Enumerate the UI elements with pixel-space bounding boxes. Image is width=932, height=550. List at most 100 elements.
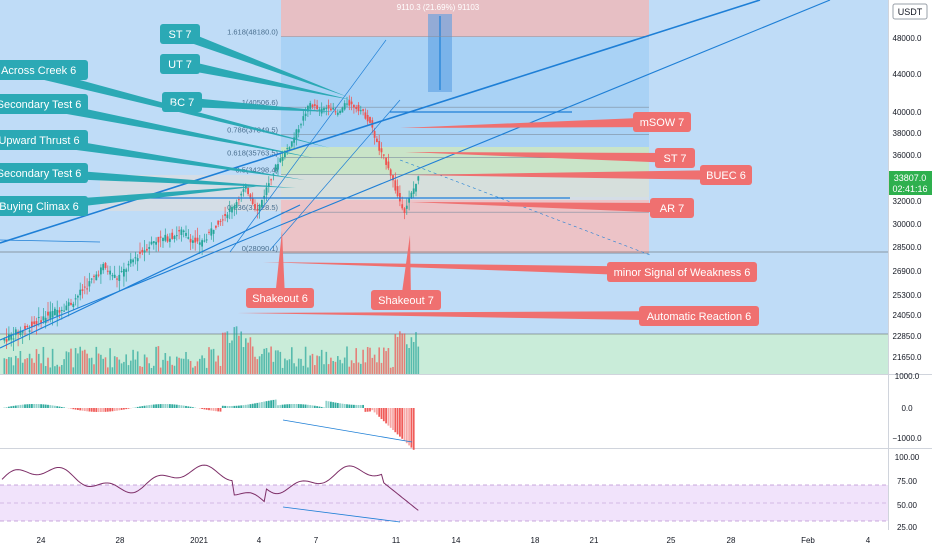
macd-bar	[198, 408, 201, 409]
macd-bar	[240, 405, 243, 408]
volume-bar	[341, 363, 344, 374]
volume-bar	[224, 332, 226, 374]
candle-body	[83, 286, 86, 288]
candle-body	[290, 141, 293, 147]
candle-body	[10, 334, 13, 340]
candle-body	[327, 105, 330, 109]
trendline[interactable]	[0, 204, 301, 349]
callout-upward-thrust-6[interactable]: Upward Thrust 6	[0, 130, 306, 180]
trendline[interactable]	[0, 0, 761, 244]
macd-bar	[369, 408, 371, 412]
rsi-axis[interactable]: 100.00 75.00 50.00 25.00	[895, 453, 920, 532]
callout-box[interactable]	[0, 94, 88, 114]
volume-bar	[79, 346, 81, 374]
callout-secondary-test-6a[interactable]: Secondary Test 6	[0, 94, 314, 158]
volume-bar	[70, 348, 72, 374]
callout-box[interactable]	[0, 130, 88, 150]
macd-bar	[256, 402, 259, 408]
callout-ar-7[interactable]: AR 7	[410, 198, 694, 218]
candle-body	[300, 124, 302, 126]
volume-bar	[146, 357, 148, 374]
volume-bar	[201, 355, 203, 374]
volume-bar	[88, 358, 91, 374]
callout-box[interactable]	[700, 165, 752, 185]
callout-jump-across-creek-6[interactable]: Jump Across Creek 6	[0, 60, 330, 148]
callout-box[interactable]	[639, 306, 759, 326]
callout-ut-7[interactable]: UT 7	[160, 54, 352, 100]
callout-buying-climax-6[interactable]: Buying Climax 6	[0, 185, 271, 216]
volume-bar	[61, 364, 63, 374]
macd-bar	[104, 408, 107, 412]
callout-box[interactable]	[160, 24, 200, 44]
callout-shakeout-7[interactable]: Shakeout 7	[371, 235, 441, 310]
volume-bar	[307, 367, 309, 374]
fib-level-label: 1(40506.6)	[242, 98, 279, 107]
callout-box[interactable]	[607, 262, 757, 282]
callout-box[interactable]	[246, 288, 314, 308]
volume-bar	[100, 354, 102, 374]
price-axis[interactable]: 48000.044000.040000.038000.036000.034000…	[893, 34, 922, 362]
callout-box[interactable]	[0, 196, 88, 216]
macd-axis[interactable]: 1000.0 0.0 −1000.0	[892, 372, 922, 443]
callout-st-7[interactable]: ST 7	[160, 24, 348, 98]
volume-bar	[300, 358, 302, 374]
callout-box[interactable]	[160, 54, 200, 74]
candle-body	[136, 258, 139, 262]
callout-box[interactable]	[0, 60, 88, 80]
volume-bar	[77, 353, 79, 374]
candle-body	[348, 100, 351, 106]
volume-bar	[187, 359, 190, 374]
candle-body	[5, 339, 8, 342]
macd-bar	[123, 408, 125, 410]
callout-box[interactable]	[371, 290, 441, 310]
macd-bar	[392, 408, 394, 430]
macd-bar	[77, 408, 79, 411]
callout-box[interactable]	[633, 112, 691, 132]
candle-body	[378, 141, 381, 151]
macd-bar	[258, 402, 261, 408]
volume-bar	[3, 358, 6, 374]
currency-badge[interactable]: USDT	[898, 7, 923, 17]
callout-label: Secondary Test 6	[0, 168, 81, 180]
date-axis[interactable]: 24 28 2021 4 7 11 14 18 21 25 28 Feb 4	[37, 536, 871, 545]
callout-minor-sow-6[interactable]: minor Signal of Weakness 6	[263, 262, 757, 282]
callout-automatic-reaction-6[interactable]: Automatic Reaction 6	[237, 306, 759, 326]
callout-buec-6[interactable]: BUEC 6	[407, 165, 752, 185]
macd-bar	[359, 404, 362, 408]
macd-bar	[185, 405, 187, 408]
trendline[interactable]	[0, 0, 831, 341]
volume-bar	[268, 352, 270, 374]
callout-box[interactable]	[0, 163, 88, 183]
trendline[interactable]	[0, 239, 101, 243]
callout-shakeout-6[interactable]: Shakeout 6	[246, 231, 314, 308]
trendline[interactable]	[229, 39, 387, 253]
macd-bar	[100, 408, 102, 412]
volume-bar	[366, 347, 369, 374]
callout-msow-7[interactable]: mSOW 7	[400, 112, 691, 132]
volume-bar	[277, 350, 279, 374]
volume-bar	[325, 351, 328, 374]
trendline[interactable]	[269, 99, 401, 251]
date-tick-label: 4	[866, 536, 871, 545]
wyckoff-callouts[interactable]: ST 7 UT 7 BC 7 Jump Across Creek 6 Secondary…	[0, 24, 759, 326]
callout-st-7-red[interactable]: ST 7	[405, 148, 695, 168]
trendlines[interactable]	[0, 0, 831, 349]
price-tick-label: 30000.0	[893, 220, 922, 229]
candle-body	[86, 288, 88, 290]
volume-bar	[249, 337, 252, 374]
callout-box[interactable]	[655, 148, 695, 168]
trendline[interactable]	[399, 159, 651, 256]
candle-body	[244, 184, 247, 189]
macd-bar	[155, 404, 157, 408]
macd-bar	[189, 406, 192, 408]
candle-body	[58, 310, 61, 313]
volume-bar	[327, 364, 330, 374]
date-tick-label: 24	[37, 536, 46, 545]
callout-box[interactable]	[650, 198, 694, 218]
candle-body	[412, 188, 415, 194]
callout-secondary-test-6b[interactable]: Secondary Test 6	[0, 163, 296, 188]
macd-bar	[378, 408, 381, 417]
price-tick-label: 38000.0	[893, 129, 922, 138]
volume-bar	[178, 357, 180, 374]
